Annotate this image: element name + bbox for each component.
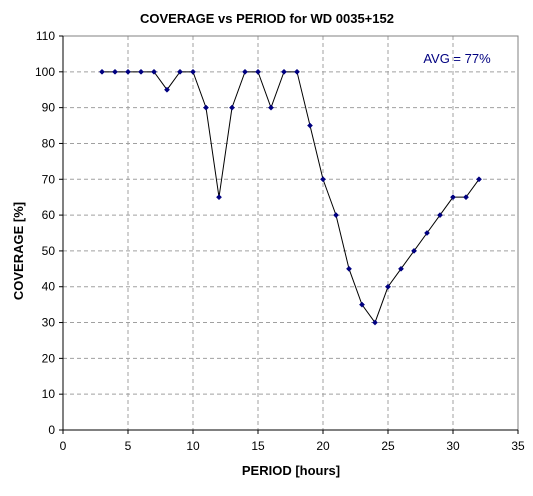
data-point — [125, 68, 131, 75]
y-tick-label: 110 — [36, 29, 55, 43]
plot-area — [62, 35, 519, 431]
chart-title: COVERAGE vs PERIOD for WD 0035+152 — [140, 11, 394, 26]
data-point — [190, 68, 196, 75]
data-point — [476, 176, 482, 183]
series-line — [102, 71, 480, 324]
y-tick-label: 0 — [48, 423, 55, 437]
tick-labels: 0 10 20 30 40 50 60 70 80 90 100 110 0 5 10 15 20 25 30 35 — [35, 29, 525, 453]
data-point — [294, 68, 300, 75]
data-point — [346, 265, 352, 272]
x-tick-label: 35 — [511, 439, 525, 453]
y-tick-label: 30 — [42, 316, 56, 330]
data-point — [424, 230, 430, 236]
x-tick-label: 20 — [316, 439, 330, 453]
x-tick-label: 30 — [446, 439, 460, 453]
data-point — [281, 68, 287, 75]
data-point — [151, 68, 157, 75]
data-point — [307, 122, 313, 129]
y-tick-label: 90 — [42, 101, 56, 115]
data-point — [138, 68, 144, 75]
y-tick-label: 20 — [42, 351, 56, 365]
y-tick-label: 40 — [42, 280, 56, 294]
data-point — [229, 104, 235, 111]
data-point — [268, 104, 274, 111]
data-point — [463, 194, 469, 201]
data-point — [242, 68, 248, 75]
x-tick-label: 5 — [125, 439, 132, 453]
data-point — [99, 68, 105, 75]
x-tick-label: 25 — [381, 439, 395, 453]
data-point — [333, 212, 339, 219]
data-point — [372, 319, 378, 326]
data-point — [437, 212, 443, 219]
data-point — [255, 68, 261, 75]
y-tick-label: 80 — [42, 136, 56, 150]
data-point — [359, 301, 365, 308]
y-tick-label: 70 — [42, 172, 56, 186]
y-tick-label: 60 — [42, 208, 56, 222]
data-point — [398, 265, 404, 272]
data-point — [203, 104, 209, 111]
grid-lines — [63, 36, 518, 430]
y-tick-label: 10 — [42, 387, 56, 401]
x-tick-label: 10 — [186, 439, 200, 453]
data-point — [164, 86, 170, 93]
data-point — [450, 194, 456, 201]
x-axis-title: PERIOD [hours] — [242, 463, 340, 478]
data-point — [177, 68, 183, 75]
data-point — [411, 247, 417, 254]
data-point — [216, 194, 222, 201]
y-tick-label: 50 — [42, 244, 56, 258]
data-point — [320, 176, 326, 183]
y-axis-title: COVERAGE [%] — [11, 202, 26, 300]
data-point — [385, 283, 391, 290]
series-group — [99, 68, 482, 326]
data-point — [112, 68, 118, 75]
y-tick-label: 100 — [35, 65, 55, 79]
x-tick-label: 0 — [60, 439, 67, 453]
avg-annotation: AVG = 77% — [423, 51, 491, 66]
x-tick-label: 15 — [251, 439, 265, 453]
